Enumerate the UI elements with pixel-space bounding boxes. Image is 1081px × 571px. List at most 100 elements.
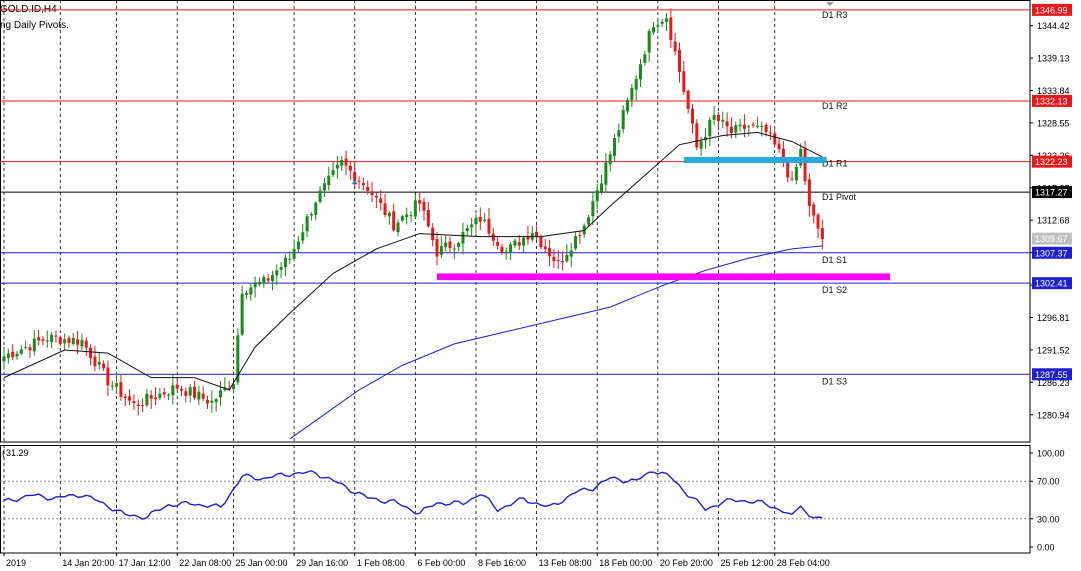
bear-candle (673, 41, 677, 52)
bull-candle (236, 335, 240, 383)
bear-candle (374, 195, 378, 198)
bull-candle (340, 160, 344, 166)
bear-candle (175, 384, 179, 389)
bull-candle (257, 282, 261, 285)
bear-candle (348, 165, 352, 171)
bear-candle (578, 235, 582, 237)
bull-candle (574, 236, 578, 249)
pivot-label: D1 S3 (822, 376, 847, 386)
bear-candle (807, 179, 811, 206)
bear-candle (84, 340, 88, 348)
bull-candle (253, 282, 257, 288)
bear-candle (725, 121, 729, 127)
bull-candle (617, 130, 621, 137)
bear-candle (803, 149, 807, 182)
bull-candle (630, 87, 634, 101)
bear-candle (128, 396, 132, 401)
bull-candle (604, 162, 608, 185)
price-tick-label: 1291.52 (1037, 345, 1070, 355)
pivot-price-box (1032, 186, 1072, 199)
bear-candle (11, 351, 15, 358)
bull-candle (270, 275, 274, 281)
bear-candle (154, 397, 158, 400)
price-tick-label: 1339.13 (1037, 54, 1070, 64)
resistance-zone (683, 156, 827, 164)
time-tick-label: 17 Jan 12:00 (119, 558, 171, 568)
bear-candle (149, 395, 153, 399)
bear-candle (89, 347, 93, 359)
bull-candle (318, 190, 322, 202)
bull-candle (413, 200, 417, 217)
bear-candle (357, 180, 361, 182)
bull-candle (327, 175, 331, 185)
bear-candle (383, 203, 387, 215)
time-tick-label: 6 Feb 00:00 (417, 558, 465, 568)
bull-candle (595, 190, 599, 202)
price-tick-label: 1333.84 (1037, 86, 1070, 96)
price-tick-label: 1286.23 (1037, 378, 1070, 388)
time-tick-label: 13 Feb 08:00 (539, 558, 592, 568)
bull-candle (279, 267, 283, 270)
bear-candle (54, 335, 58, 337)
bear-candle (206, 400, 210, 404)
bull-candle (513, 240, 517, 246)
bear-candle (418, 200, 422, 204)
bull-candle (15, 353, 19, 357)
bull-candle (474, 217, 478, 225)
bear-candle (123, 396, 127, 399)
bear-candle (193, 386, 197, 398)
bull-candle (405, 214, 409, 218)
bear-candle (435, 239, 439, 257)
bull-candle (188, 387, 192, 396)
rsi-line (3, 469, 823, 520)
bear-candle (370, 192, 374, 196)
bear-candle (162, 392, 166, 395)
bull-candle (2, 356, 6, 362)
bear-candle (93, 356, 97, 367)
bull-candle (457, 242, 461, 247)
bull-candle (80, 340, 84, 347)
bear-candle (448, 241, 452, 248)
bull-candle (400, 216, 404, 221)
bull-candle (444, 242, 448, 248)
bull-candle (721, 119, 725, 122)
time-tick-label: 25 Feb 12:00 (720, 558, 773, 568)
bear-candle (751, 124, 755, 126)
bull-candle (626, 99, 630, 112)
bull-candle (197, 391, 201, 400)
pivot-price-box (1032, 368, 1072, 381)
bull-candle (322, 183, 326, 191)
time-tick-label: 29 Jan 16:00 (296, 558, 348, 568)
bear-candle (543, 246, 547, 250)
bull-candle (461, 232, 465, 244)
bull-candle (240, 293, 244, 335)
bull-candle (50, 334, 54, 342)
bull-candle (755, 125, 759, 128)
bull-candle (396, 222, 400, 233)
bear-candle (526, 236, 530, 240)
bull-candle (244, 293, 248, 295)
bear-candle (76, 339, 80, 345)
bear-candle (141, 405, 145, 407)
bear-candle (106, 367, 110, 386)
rsi-value-label: 31.29 (6, 448, 29, 458)
bear-candle (552, 256, 556, 262)
bear-candle (812, 204, 816, 216)
time-tick-label: 8 Feb 16:00 (478, 558, 526, 568)
bear-candle (695, 123, 699, 148)
bull-candle (656, 25, 660, 27)
bear-candle (180, 388, 184, 391)
bear-candle (366, 186, 370, 192)
bull-candle (335, 164, 339, 169)
bear-candle (556, 260, 560, 262)
bull-candle (643, 54, 647, 63)
bull-candle (699, 141, 703, 149)
bear-candle (690, 108, 694, 124)
pivot-price-label: 1287.55 (1035, 370, 1068, 380)
bear-candle (786, 161, 790, 178)
bull-candle (71, 337, 75, 344)
bull-candle (275, 270, 279, 276)
rsi-tick-label: 0.00 (1037, 543, 1055, 553)
